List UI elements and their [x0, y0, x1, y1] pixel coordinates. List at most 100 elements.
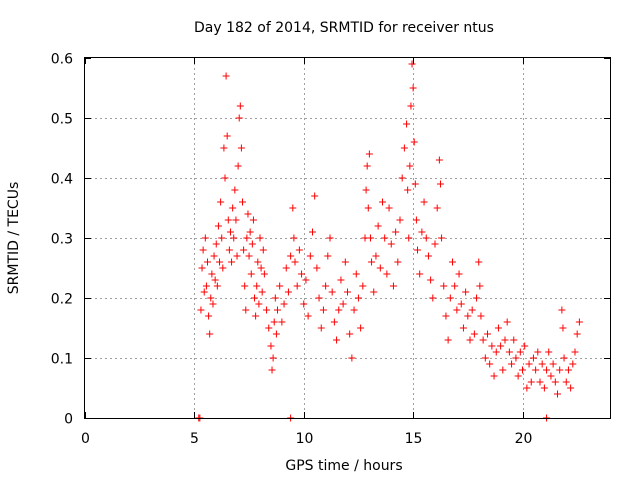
- data-point: [359, 282, 367, 290]
- data-point: [455, 270, 463, 278]
- data-point: [374, 222, 382, 230]
- data-point: [257, 264, 265, 272]
- data-point: [258, 288, 266, 296]
- data-point: [396, 216, 404, 224]
- data-point: [328, 288, 336, 296]
- data-point: [280, 300, 288, 308]
- data-point: [514, 372, 522, 380]
- data-point: [379, 198, 386, 206]
- data-point: [333, 336, 341, 344]
- data-point: [551, 378, 559, 386]
- data-point: [529, 354, 537, 362]
- data-point: [315, 294, 323, 302]
- data-point: [249, 216, 257, 224]
- data-point: [451, 282, 459, 290]
- data-point: [337, 276, 345, 284]
- data-point: [414, 246, 421, 254]
- data-point: [302, 276, 310, 284]
- data-point: [492, 348, 500, 356]
- y-axis-label: SRMTID / TECUs: [6, 182, 22, 295]
- data-point: [287, 252, 295, 260]
- data-point: [298, 270, 306, 278]
- data-point: [567, 384, 575, 392]
- data-point: [362, 186, 370, 194]
- data-point: [459, 324, 467, 332]
- data-point: [372, 252, 380, 260]
- data-point: [354, 294, 362, 302]
- data-point: [527, 378, 535, 386]
- data-point: [497, 342, 505, 350]
- data-point: [230, 234, 238, 242]
- data-point: [549, 360, 557, 368]
- data-point: [197, 306, 205, 314]
- data-point: [233, 252, 241, 260]
- data-point: [224, 216, 232, 224]
- data-point: [236, 102, 244, 110]
- data-point: [270, 318, 278, 326]
- data-point: [440, 282, 448, 290]
- data-point: [239, 198, 246, 206]
- data-point: [510, 336, 518, 344]
- data-point: [357, 324, 365, 332]
- x-tick-label: 10: [296, 431, 314, 447]
- y-tick-label: 0: [64, 412, 73, 428]
- data-point: [339, 300, 347, 308]
- data-point: [547, 372, 555, 380]
- data-point: [313, 264, 321, 272]
- data-point: [412, 216, 420, 224]
- data-point: [202, 282, 210, 290]
- data-point: [435, 156, 443, 164]
- data-point: [481, 354, 489, 362]
- data-point: [464, 312, 472, 320]
- data-point: [475, 258, 483, 266]
- data-point: [521, 342, 529, 350]
- data-point: [387, 240, 395, 248]
- data-point: [411, 180, 419, 188]
- data-point: [214, 222, 222, 230]
- data-point: [365, 150, 373, 158]
- data-point: [408, 60, 416, 68]
- data-point: [442, 312, 450, 320]
- data-point: [407, 102, 415, 110]
- data-point: [326, 234, 334, 242]
- data-point: [274, 306, 281, 314]
- data-point: [564, 366, 572, 374]
- data-point: [409, 84, 417, 92]
- data-point: [248, 240, 256, 248]
- data-point: [212, 240, 220, 248]
- data-point: [207, 294, 215, 302]
- data-point: [237, 144, 245, 152]
- data-point: [569, 360, 577, 368]
- data-point: [243, 234, 251, 242]
- data-point: [272, 330, 280, 338]
- data-point: [219, 264, 227, 272]
- data-point: [560, 354, 568, 362]
- data-point: [534, 348, 542, 356]
- data-point: [462, 288, 470, 296]
- data-point: [490, 372, 498, 380]
- data-point: [370, 288, 378, 296]
- data-point: [556, 366, 564, 374]
- axis-ticks: [85, 58, 610, 419]
- data-point: [206, 330, 214, 338]
- data-point: [559, 324, 567, 332]
- data-point: [216, 258, 224, 266]
- data-point: [477, 312, 485, 320]
- y-tick-label: 0.1: [51, 352, 73, 368]
- data-point: [394, 258, 402, 266]
- data-point: [488, 342, 496, 350]
- data-point: [268, 366, 276, 374]
- data-point: [424, 252, 432, 260]
- data-point: [392, 228, 400, 236]
- data-point: [449, 258, 456, 266]
- data-point: [304, 312, 312, 320]
- data-point: [473, 294, 481, 302]
- data-point: [218, 234, 226, 242]
- data-point: [562, 378, 570, 386]
- data-point: [306, 252, 314, 260]
- data-point: [476, 282, 484, 290]
- data-point: [457, 300, 465, 308]
- data-point: [505, 348, 513, 356]
- y-tick-label: 0.5: [51, 112, 73, 128]
